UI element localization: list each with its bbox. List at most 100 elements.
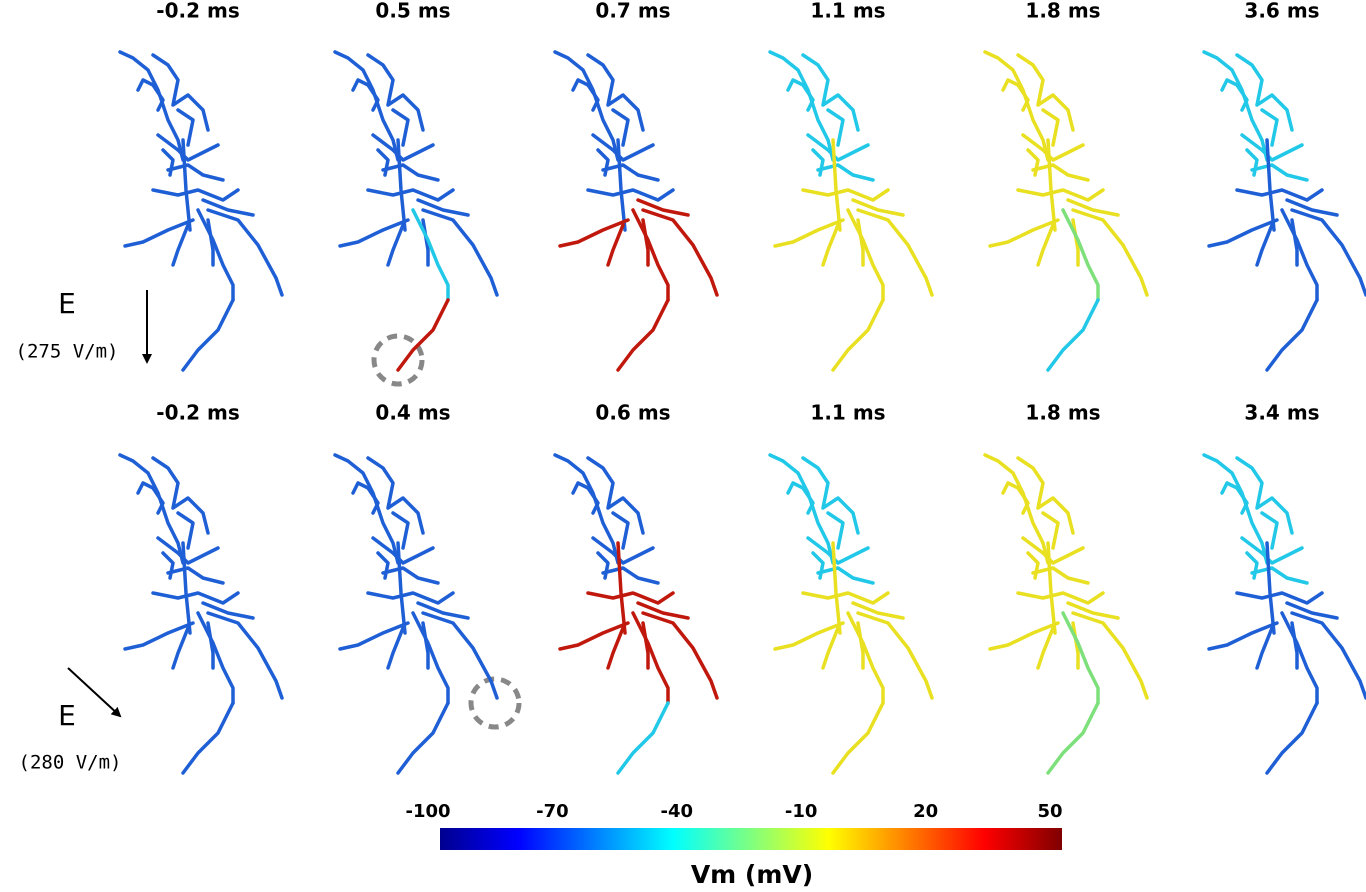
neuron <box>118 50 284 372</box>
time-label: 1.1 ms <box>810 0 885 23</box>
neuron <box>983 50 1149 372</box>
neurite <box>811 148 825 177</box>
neurite <box>171 223 190 267</box>
neurite <box>1265 541 1276 635</box>
neurite <box>601 163 660 182</box>
neurite <box>196 208 235 302</box>
neurite <box>558 218 630 248</box>
neurite <box>856 611 934 700</box>
neurite <box>411 208 450 302</box>
neuron <box>333 50 499 372</box>
neurite <box>826 108 845 147</box>
neurite <box>1021 536 1085 565</box>
neurite <box>1001 481 1030 515</box>
neurite <box>606 626 625 670</box>
neurite <box>601 566 660 585</box>
neurite <box>351 78 380 112</box>
neurite <box>596 148 610 177</box>
field-label: E <box>58 699 76 732</box>
neurite <box>611 511 630 550</box>
neurite <box>816 163 875 182</box>
neurite <box>386 626 405 670</box>
neurite <box>571 78 600 112</box>
neurite <box>1280 611 1319 705</box>
neurite <box>1280 208 1319 302</box>
neurite <box>596 551 610 580</box>
neurite <box>773 218 845 248</box>
neurite <box>1061 611 1100 705</box>
neurite <box>201 198 255 217</box>
neurite <box>166 163 225 182</box>
neurite <box>641 611 719 700</box>
neuron <box>118 453 284 775</box>
neurite <box>151 53 210 132</box>
neurite <box>421 611 499 700</box>
neurite <box>1016 53 1075 132</box>
neurite <box>558 621 630 651</box>
neuron <box>553 50 719 372</box>
neurite <box>176 511 195 550</box>
neurite <box>1207 218 1279 248</box>
neurite <box>386 223 405 267</box>
neurite <box>1071 611 1149 700</box>
neurite <box>616 541 627 635</box>
time-label: 0.6 ms <box>595 401 670 425</box>
neurite <box>151 456 210 535</box>
neurite <box>1240 133 1304 162</box>
neurite <box>136 78 165 112</box>
neurite <box>1036 223 1055 267</box>
neurite <box>801 53 860 132</box>
neurite <box>371 133 435 162</box>
neurite <box>1290 611 1366 700</box>
neurite <box>831 138 842 232</box>
neurite <box>201 601 255 620</box>
neurite <box>166 566 225 585</box>
neurite <box>416 601 470 620</box>
neurite <box>161 148 175 177</box>
neurite <box>206 208 284 297</box>
neurite <box>376 551 390 580</box>
neurite <box>801 456 860 535</box>
neuron <box>1202 50 1366 372</box>
neuron <box>1202 453 1366 775</box>
neurite <box>1250 566 1309 585</box>
neurite <box>371 536 435 565</box>
neurite <box>1026 148 1040 177</box>
neurite <box>826 511 845 550</box>
neurite <box>1071 208 1149 297</box>
neurite <box>786 78 815 112</box>
neurite <box>381 163 440 182</box>
neurite <box>1046 541 1057 635</box>
neurite <box>123 621 195 651</box>
colorbar <box>440 828 1062 850</box>
neurite <box>396 138 407 232</box>
neurite <box>396 541 407 635</box>
neurite <box>1260 511 1279 550</box>
neurite <box>571 481 600 515</box>
time-label: 0.5 ms <box>375 0 450 23</box>
neuron <box>983 453 1149 775</box>
neurite <box>151 591 240 605</box>
neurite <box>806 133 870 162</box>
neurite <box>366 456 425 535</box>
neurite <box>1001 78 1030 112</box>
colorbar-tick-label: 50 <box>1037 801 1062 822</box>
field-label: E <box>58 287 76 320</box>
neurite <box>1245 148 1259 177</box>
neurite <box>1265 138 1276 232</box>
neurite <box>1260 108 1279 147</box>
neurite <box>171 626 190 670</box>
neurite <box>1046 298 1100 372</box>
neurite <box>391 108 410 147</box>
neurite <box>411 611 450 705</box>
neurite <box>1255 223 1274 267</box>
neurite <box>616 701 670 775</box>
neurite <box>1235 53 1294 132</box>
time-label: 1.1 ms <box>810 401 885 425</box>
colorbar-tick-label: 20 <box>913 801 938 822</box>
neurite <box>1220 481 1249 515</box>
time-label: 1.8 ms <box>1025 0 1100 23</box>
neurite <box>1016 591 1105 605</box>
neurite <box>1235 456 1294 535</box>
